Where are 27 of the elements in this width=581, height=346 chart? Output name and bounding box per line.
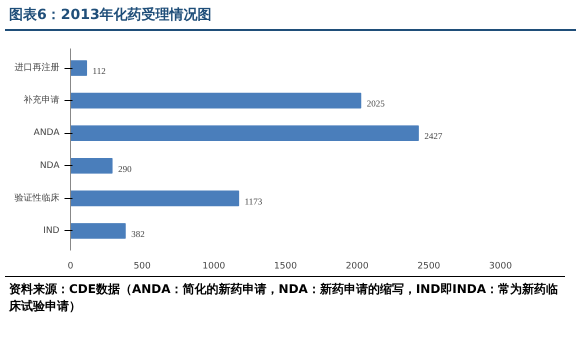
data-label: 290 [118, 164, 132, 174]
x-tick-label: 0 [68, 262, 74, 272]
y-tick-label: 进口再注册 [14, 62, 60, 74]
bar [70, 125, 419, 142]
x-tick-label: 2000 [346, 262, 369, 272]
x-tick-label: 500 [134, 262, 152, 272]
data-label: 382 [131, 228, 145, 239]
x-tick-label: 1000 [202, 262, 226, 272]
y-tick-label: IND [43, 226, 60, 236]
bar [70, 190, 240, 206]
x-tick-label: 2500 [417, 262, 441, 272]
x-tick-label: 1500 [274, 262, 298, 272]
data-label: 112 [92, 66, 106, 76]
text: 资料来源：CDE数据（ANDA：简化的新药申请，NDA：新药申请的缩写，IND即INDA：常为新药临床试验申请） [9, 281, 560, 316]
data-label: 2025 [366, 98, 386, 109]
y-tick-label: 补充申请 [24, 94, 60, 106]
bar [70, 223, 126, 239]
y-tick-label: 验证性临床 [14, 192, 60, 204]
chart-title: 图表6：2013年化药受理情况图 [9, 6, 212, 25]
bar [70, 158, 113, 174]
data-label: 1173 [244, 196, 263, 206]
x-tick-label: 3000 [489, 262, 512, 272]
bar [70, 60, 88, 76]
bar [70, 92, 362, 108]
y-tick-label: NDA [40, 160, 60, 171]
data-label: 2427 [424, 131, 443, 142]
y-tick-label: ANDA [34, 128, 60, 138]
